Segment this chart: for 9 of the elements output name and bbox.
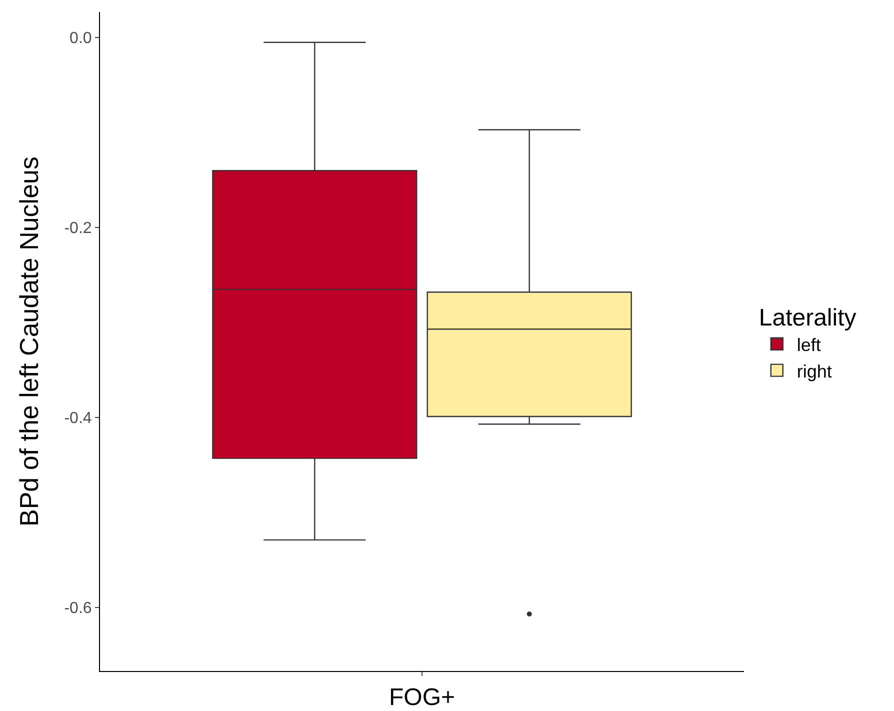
y-tick-label: -0.2 <box>64 220 92 238</box>
y-axis-title: BPd of the left Caudate Nucleus <box>14 156 44 527</box>
y-tick-label: -0.6 <box>64 600 92 617</box>
legend-label: left <box>796 334 821 355</box>
legend-label: right <box>796 361 832 382</box>
y-tick-label: 0.0 <box>70 30 92 48</box>
x-tick-label: FOG+ <box>388 684 456 711</box>
legend-title: Laterality <box>758 304 856 332</box>
y-tick-label: -0.4 <box>64 410 92 428</box>
